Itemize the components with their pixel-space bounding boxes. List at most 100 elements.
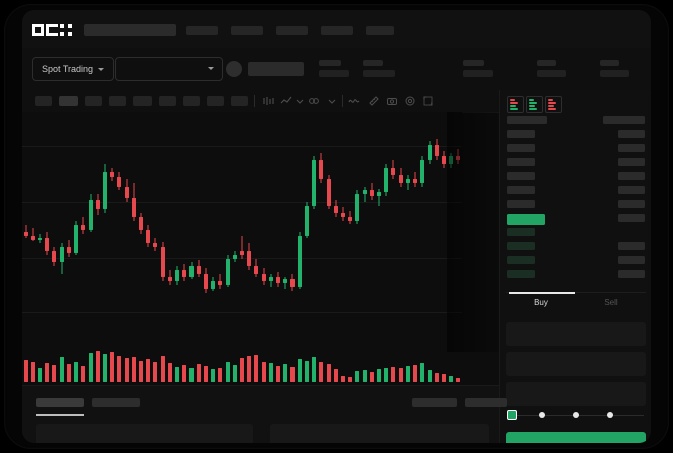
order-book-row-ask[interactable] bbox=[618, 270, 645, 278]
spot-trading-selector[interactable]: Spot Trading bbox=[32, 57, 115, 81]
slider-stop-75[interactable] bbox=[607, 412, 613, 418]
candle bbox=[218, 112, 223, 327]
order-book-row-ask[interactable] bbox=[618, 130, 645, 138]
orderbook-view-bids-icon[interactable] bbox=[526, 96, 543, 113]
candle-body bbox=[131, 198, 136, 217]
timeframe-8[interactable] bbox=[207, 96, 224, 106]
order-book-row-bid[interactable] bbox=[507, 116, 547, 124]
candle bbox=[398, 112, 403, 327]
candle-body bbox=[427, 145, 432, 161]
bottom-tab-open-orders[interactable] bbox=[36, 398, 84, 407]
order-book-row-ask[interactable] bbox=[618, 186, 645, 194]
tab-sell[interactable]: Sell bbox=[604, 298, 618, 307]
candle-body bbox=[348, 216, 353, 221]
order-book-row-bid[interactable] bbox=[507, 144, 535, 152]
order-book-row-bid[interactable] bbox=[507, 256, 535, 264]
slider-stop-25[interactable] bbox=[539, 412, 545, 418]
stat-high-value bbox=[363, 70, 395, 77]
timeframe-3[interactable] bbox=[85, 96, 102, 106]
timeframe-1[interactable] bbox=[35, 96, 52, 106]
settings-gear-icon[interactable] bbox=[404, 95, 416, 107]
order-book-row-ask[interactable] bbox=[618, 172, 645, 180]
order-book-row-ask[interactable] bbox=[618, 158, 645, 166]
orderbook-view-both-icon[interactable] bbox=[507, 96, 524, 113]
chevron-down-icon bbox=[98, 67, 105, 71]
orderbook-view-asks-icon[interactable] bbox=[545, 96, 562, 113]
candle bbox=[88, 112, 93, 327]
slider-handle[interactable] bbox=[507, 410, 517, 420]
timeframe-2[interactable] bbox=[59, 96, 78, 106]
order-book-rows[interactable] bbox=[500, 116, 651, 290]
chevron-down-icon[interactable] bbox=[326, 95, 338, 107]
timeframe-7[interactable] bbox=[183, 96, 200, 106]
order-book-row-bid[interactable] bbox=[507, 242, 535, 250]
candle-wick bbox=[284, 277, 286, 289]
stat-high bbox=[363, 60, 395, 77]
volume-bar bbox=[59, 357, 64, 382]
volume-bar bbox=[391, 366, 396, 382]
timeframe-9[interactable] bbox=[231, 96, 248, 106]
nav-item-4[interactable] bbox=[321, 26, 353, 35]
submit-buy-button[interactable] bbox=[506, 432, 646, 443]
price-chart[interactable] bbox=[22, 112, 462, 385]
order-book-row-ask[interactable] bbox=[603, 116, 645, 124]
indicators-icon[interactable] bbox=[308, 95, 320, 107]
total-field[interactable] bbox=[506, 382, 646, 406]
order-book-row-bid[interactable] bbox=[507, 130, 535, 138]
candle-body bbox=[319, 160, 324, 180]
candle-body bbox=[38, 237, 43, 240]
tab-buy[interactable]: Buy bbox=[534, 298, 548, 307]
order-book-row-bid[interactable] bbox=[507, 200, 535, 208]
order-book-row-ask[interactable] bbox=[618, 256, 645, 264]
volume-bar bbox=[261, 361, 266, 382]
order-book-row-bid[interactable] bbox=[507, 270, 535, 278]
order-book-row-bid[interactable] bbox=[507, 186, 535, 194]
bottom-tab-order-history[interactable] bbox=[92, 398, 140, 407]
candle bbox=[391, 112, 396, 327]
candle-body bbox=[189, 266, 194, 278]
nav-item-3[interactable] bbox=[276, 26, 308, 35]
timeframe-4[interactable] bbox=[109, 96, 126, 106]
slider-stop-50[interactable] bbox=[573, 412, 579, 418]
candle-wick bbox=[32, 228, 34, 242]
order-book-row-bid[interactable] bbox=[507, 214, 545, 225]
nav-item-5[interactable] bbox=[366, 26, 394, 35]
order-book-row-ask[interactable] bbox=[618, 200, 645, 208]
ruler-icon[interactable] bbox=[368, 95, 380, 107]
timeframe-5[interactable] bbox=[133, 96, 152, 106]
order-book-row-ask[interactable] bbox=[618, 242, 645, 250]
okx-logo-icon[interactable] bbox=[32, 24, 74, 36]
camera-icon[interactable] bbox=[386, 95, 398, 107]
amount-field[interactable] bbox=[506, 352, 646, 376]
fullscreen-icon[interactable] bbox=[422, 95, 434, 107]
line-chart-icon[interactable] bbox=[280, 95, 292, 107]
candle bbox=[254, 112, 259, 327]
candle-body bbox=[420, 160, 425, 183]
order-book-row-ask[interactable] bbox=[618, 214, 645, 222]
price-field[interactable] bbox=[506, 322, 646, 346]
wave-chart-icon[interactable] bbox=[348, 95, 360, 107]
bottom-action-1[interactable] bbox=[412, 398, 457, 407]
chevron-down-icon[interactable] bbox=[294, 95, 306, 107]
order-book-row-bid[interactable] bbox=[507, 172, 535, 180]
chart-gridline bbox=[22, 258, 462, 259]
candle-wick bbox=[378, 188, 380, 206]
nav-item-2[interactable] bbox=[231, 26, 263, 35]
pair-select[interactable] bbox=[115, 57, 223, 81]
search-input[interactable] bbox=[84, 24, 176, 36]
candle bbox=[102, 112, 107, 327]
volume-bar bbox=[254, 354, 259, 382]
volume-bar bbox=[88, 353, 93, 382]
order-book-row-bid[interactable] bbox=[507, 228, 535, 236]
order-book-row-bid[interactable] bbox=[507, 158, 535, 166]
bottom-action-2[interactable] bbox=[465, 398, 507, 407]
nav-item-1[interactable] bbox=[186, 26, 218, 35]
amount-percent-slider[interactable] bbox=[507, 410, 644, 420]
chart-gridline bbox=[22, 146, 462, 147]
candle-body bbox=[391, 167, 396, 176]
order-book-row-ask[interactable] bbox=[618, 144, 645, 152]
timeframe-6[interactable] bbox=[159, 96, 176, 106]
candle bbox=[355, 112, 360, 327]
volume-bar bbox=[23, 359, 28, 382]
candlestick-chart-icon[interactable] bbox=[262, 95, 274, 107]
